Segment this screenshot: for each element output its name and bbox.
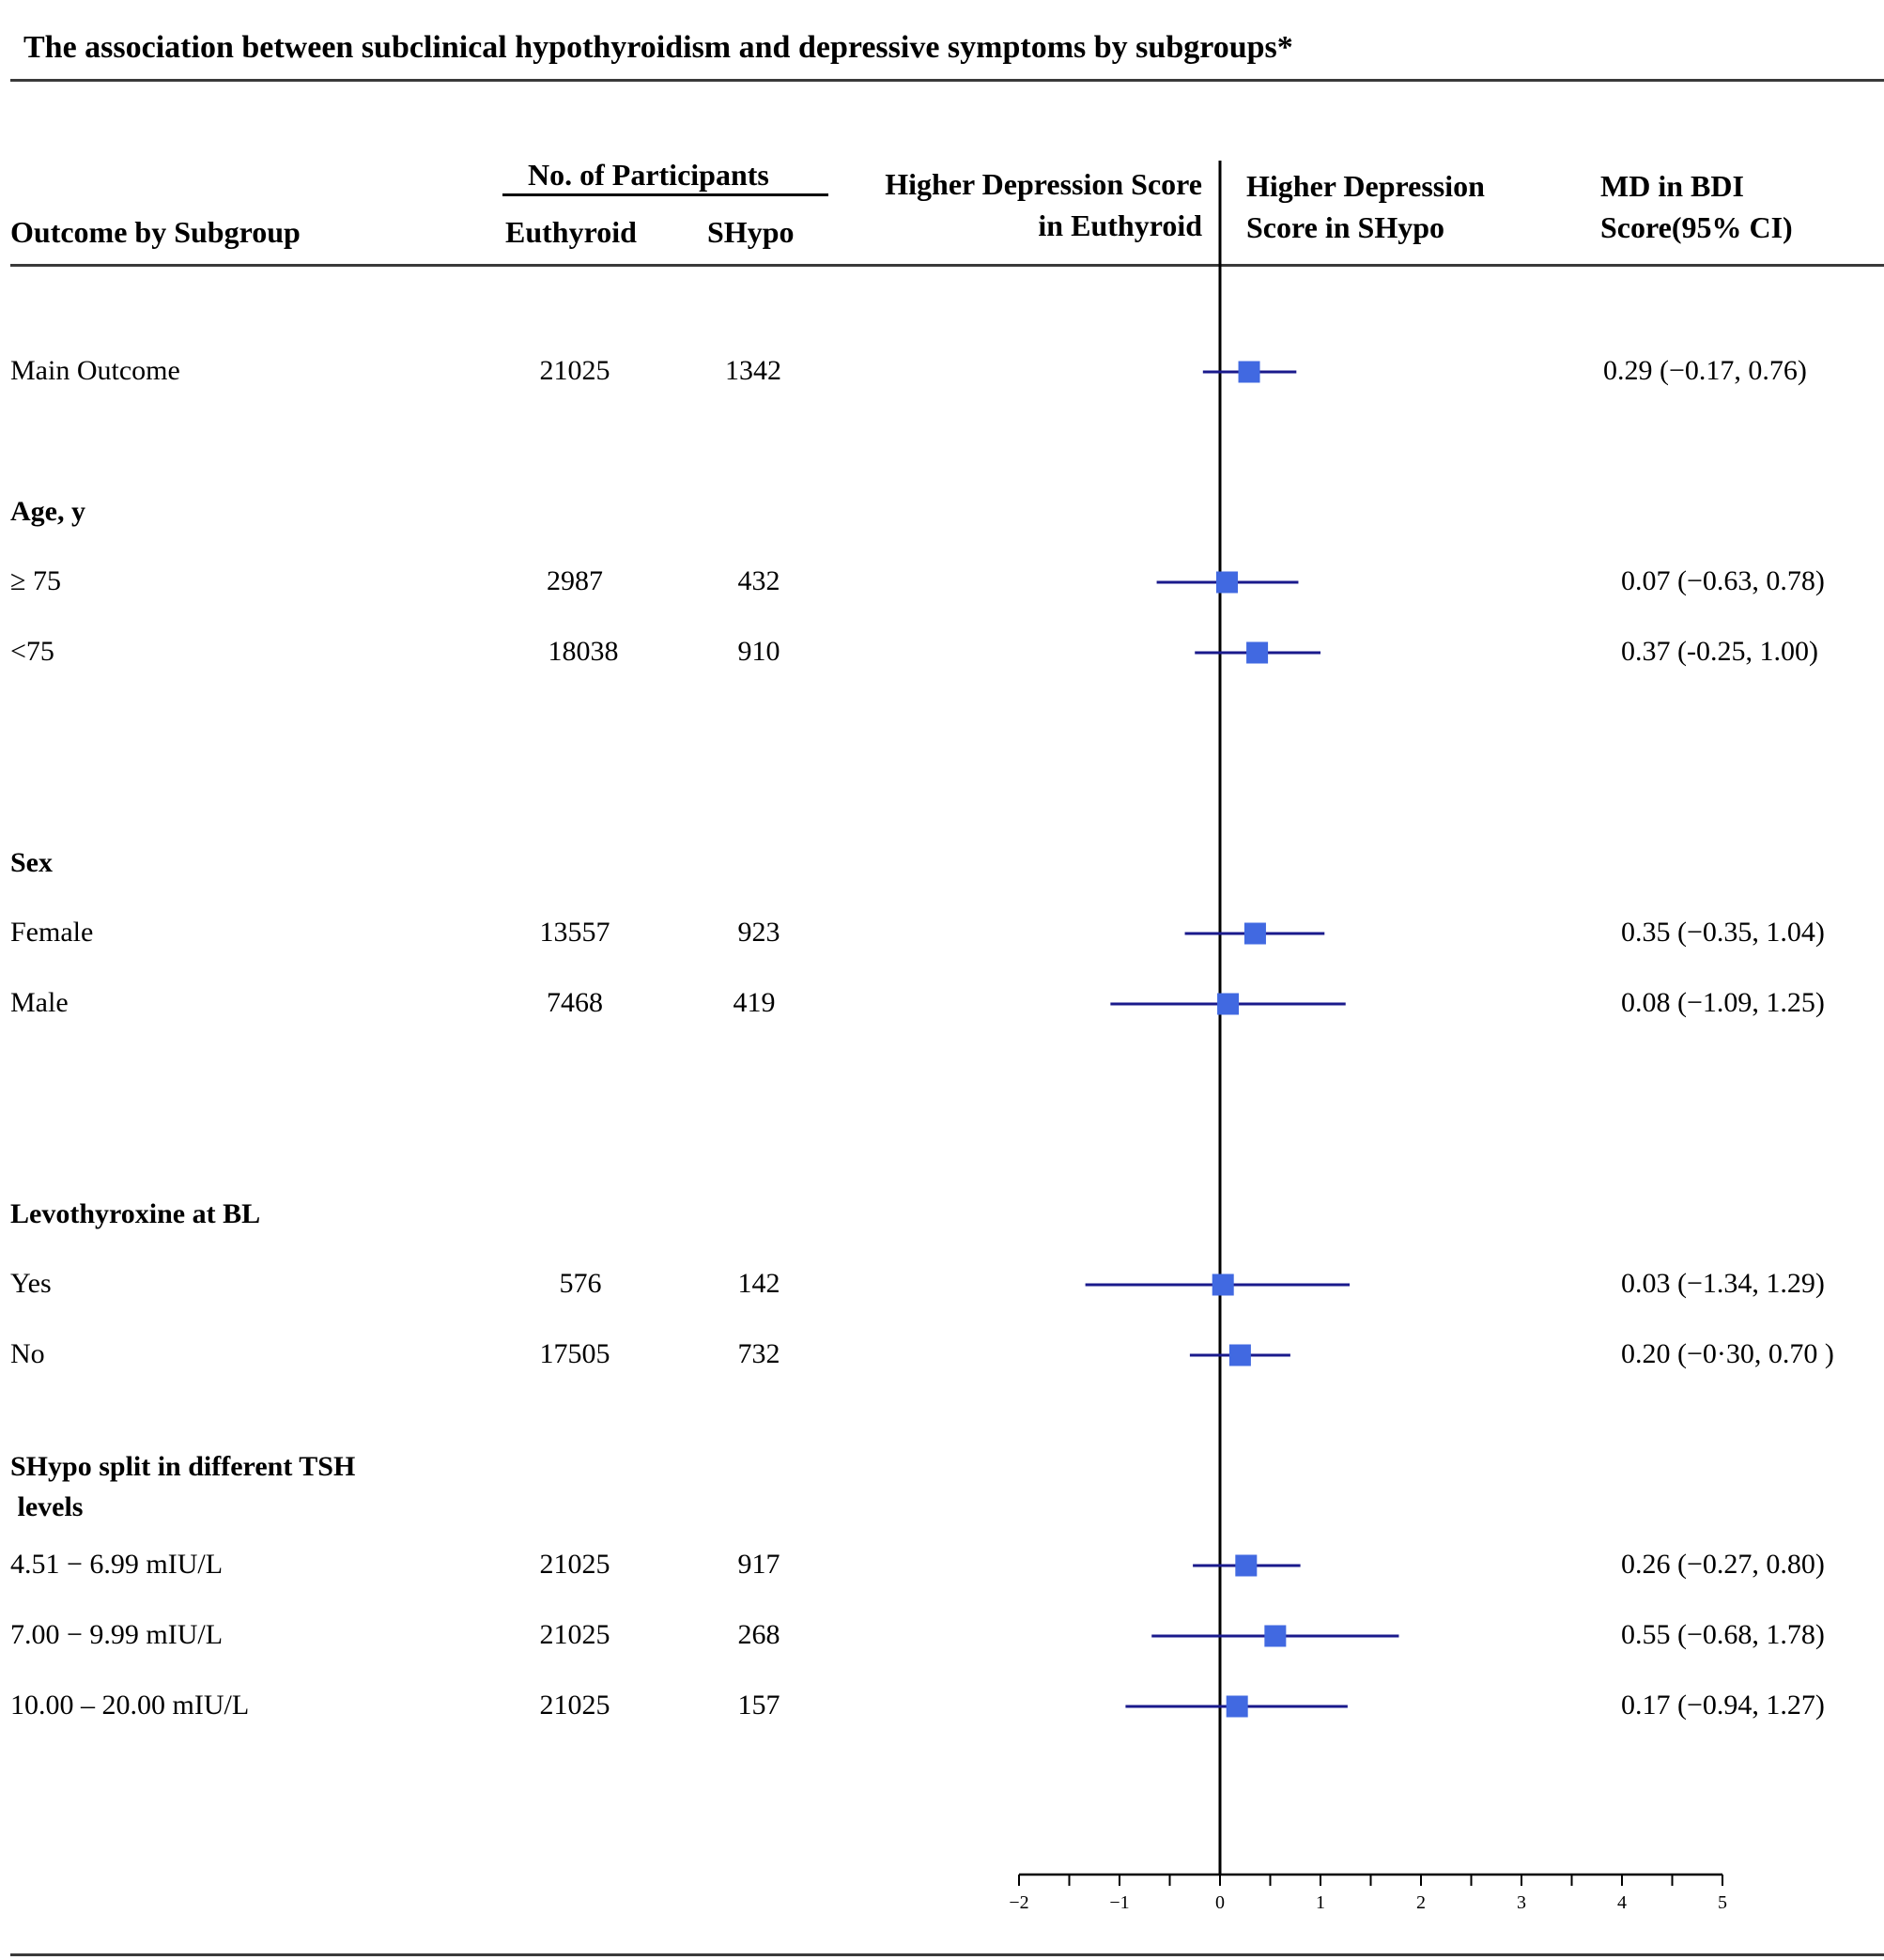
top-rule (10, 79, 1884, 82)
md-estimate: 0.26 (−0.27, 0.80) (1621, 1549, 1825, 1580)
row-label: No (10, 1338, 45, 1369)
row-label: Yes (10, 1268, 52, 1299)
point-estimate-marker (1243, 922, 1266, 945)
participants-header: No. of Participants (528, 158, 769, 192)
euthyroid-count: 21025 (539, 1619, 610, 1650)
x-tick-label: 0 (1215, 1892, 1225, 1913)
md-estimate: 0.37 (-0.25, 1.00) (1621, 636, 1818, 667)
euthyroid-count: 13557 (539, 917, 610, 948)
shypo-count: 432 (737, 565, 780, 596)
right-direction-label: Higher Depression Score in SHypo (1246, 165, 1485, 248)
group-heading-tsh-line-2: levels (10, 1491, 84, 1522)
shypo-header: SHypo (707, 215, 795, 249)
left-direction-line-1: Higher Depression Score (885, 167, 1202, 201)
md-estimate: 0.08 (−1.09, 1.25) (1621, 987, 1825, 1018)
md-estimate: 0.17 (−0.94, 1.27) (1621, 1690, 1825, 1721)
participants-underline (502, 193, 828, 196)
shypo-count: 732 (737, 1338, 780, 1369)
group-heading-tsh: SHypo split in different TSH levels (10, 1446, 355, 1527)
right-direction-line-1: Higher Depression (1246, 169, 1485, 203)
point-estimate-marker (1235, 1554, 1258, 1577)
shypo-count: 917 (737, 1549, 780, 1580)
md-estimate: 0.55 (−0.68, 1.78) (1621, 1619, 1825, 1650)
euthyroid-header: Euthyroid (505, 215, 637, 249)
point-estimate-marker (1228, 1344, 1251, 1366)
row-label: Female (10, 917, 94, 948)
group-heading-sex: Sex (10, 847, 53, 878)
row-label: Main Outcome (10, 355, 180, 386)
row-label: 7.00 − 9.99 mIU/L (10, 1619, 224, 1650)
header-rule (10, 264, 1884, 267)
euthyroid-count: 7468 (547, 987, 603, 1018)
point-estimate-marker (1238, 361, 1260, 383)
shypo-count: 1342 (725, 355, 781, 386)
md-estimate: 0.20 (−0·30, 0.70 ) (1621, 1338, 1834, 1369)
shypo-count: 910 (737, 636, 780, 667)
point-estimate-marker (1246, 641, 1269, 664)
euthyroid-count: 576 (559, 1268, 602, 1299)
shypo-count: 142 (737, 1268, 780, 1299)
point-estimate-marker (1212, 1273, 1234, 1296)
shypo-count: 923 (737, 917, 780, 948)
point-estimate-marker (1217, 993, 1240, 1015)
point-estimate-marker (1264, 1625, 1287, 1647)
chart-title: The association between subclinical hypo… (23, 30, 1293, 65)
x-tick-label: 3 (1517, 1892, 1526, 1913)
left-direction-line-2: in Euthyroid (1038, 208, 1202, 242)
euthyroid-count: 2987 (547, 565, 603, 596)
point-estimate-marker (1226, 1695, 1248, 1718)
shypo-count: 419 (733, 987, 776, 1018)
euthyroid-count: 21025 (539, 1690, 610, 1721)
euthyroid-count: 18038 (548, 636, 619, 667)
md-header-line-2: Score(95% CI) (1600, 210, 1793, 244)
row-label: ≥ 75 (10, 565, 61, 596)
euthyroid-count: 21025 (539, 355, 610, 386)
row-label: Male (10, 987, 69, 1018)
row-label: 10.00 – 20.00 mIU/L (10, 1690, 250, 1721)
x-tick-label: 2 (1416, 1892, 1426, 1913)
x-tick-label: −2 (1009, 1892, 1028, 1913)
md-estimate: 0.07 (−0.63, 0.78) (1621, 565, 1825, 596)
right-direction-line-2: Score in SHypo (1246, 210, 1444, 244)
subgroup-header: Outcome by Subgroup (10, 215, 301, 249)
shypo-count: 157 (737, 1690, 780, 1721)
euthyroid-count: 17505 (539, 1338, 610, 1369)
x-tick-label: 4 (1617, 1892, 1627, 1913)
md-estimate: 0.03 (−1.34, 1.29) (1621, 1268, 1825, 1299)
x-tick-label: −1 (1109, 1892, 1129, 1913)
md-estimate: 0.35 (−0.35, 1.04) (1621, 917, 1825, 948)
group-heading-levothyroxine: Levothyroxine at BL (10, 1198, 261, 1229)
row-label: <75 (10, 636, 54, 667)
bottom-rule (10, 1953, 1884, 1956)
md-header-line-1: MD in BDI (1600, 169, 1744, 203)
euthyroid-count: 21025 (539, 1549, 610, 1580)
group-heading-tsh-line-1: SHypo split in different TSH (10, 1451, 356, 1482)
x-tick-label: 5 (1718, 1892, 1727, 1913)
point-estimate-marker (1215, 571, 1238, 594)
row-label: 4.51 − 6.99 mIU/L (10, 1549, 224, 1580)
md-estimate: 0.29 (−0.17, 0.76) (1603, 355, 1807, 386)
group-heading-age: Age, y (10, 496, 85, 527)
shypo-count: 268 (737, 1619, 780, 1650)
md-header: MD in BDI Score(95% CI) (1600, 165, 1793, 248)
x-tick-label: 1 (1316, 1892, 1325, 1913)
left-direction-label: Higher Depression Score in Euthyroid (826, 163, 1202, 246)
